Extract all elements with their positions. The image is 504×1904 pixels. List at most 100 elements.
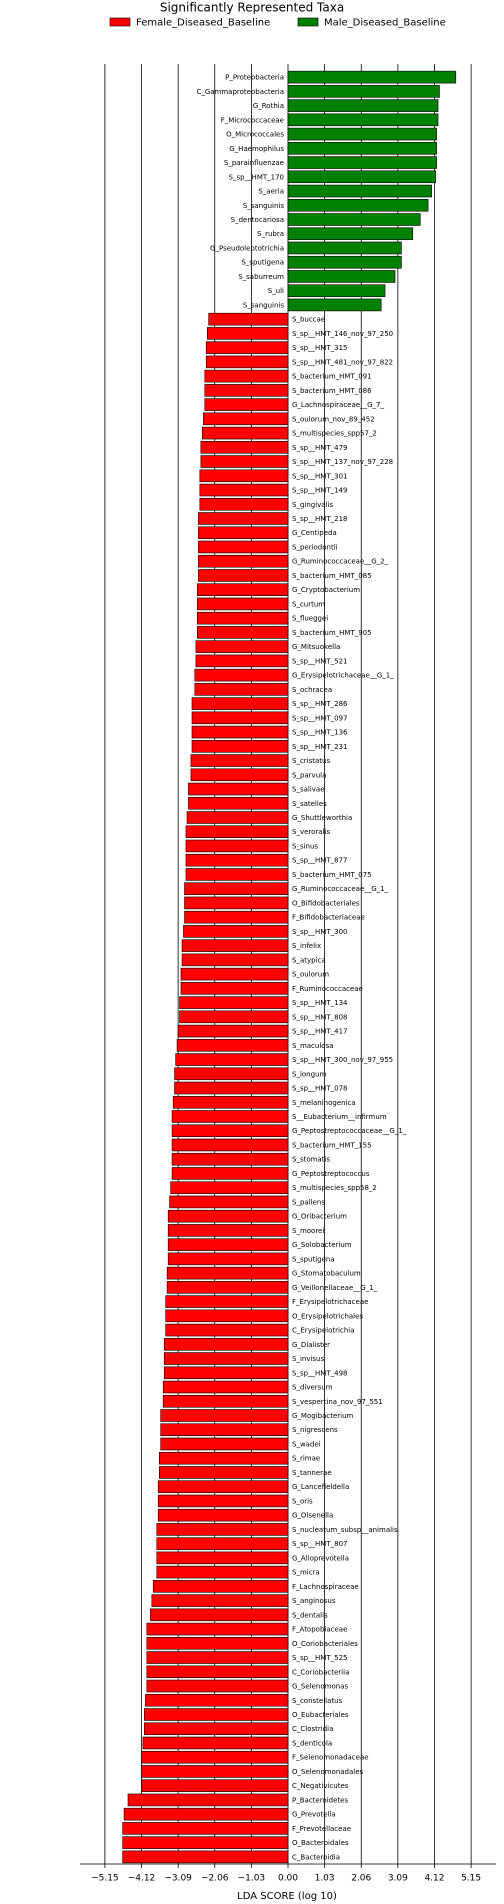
bar — [146, 1637, 289, 1650]
bar — [171, 1110, 289, 1123]
category-label: G_Shuttleworthia — [292, 814, 352, 822]
category-label: S_dentalis — [292, 1611, 328, 1619]
bar — [171, 1167, 289, 1180]
bar — [199, 483, 289, 497]
bar — [185, 839, 289, 853]
bar — [165, 1323, 289, 1337]
category-label: C_Coriobacteriia — [292, 1668, 349, 1676]
category-label: S_curtum — [292, 600, 325, 608]
category-label: S_maculosa — [292, 1042, 334, 1050]
category-label: F_Erysipelotrichaceae — [292, 1298, 368, 1306]
category-label: S_oulorum — [292, 971, 329, 979]
category-label: G_Haemophilus — [229, 145, 284, 153]
bar — [170, 1181, 289, 1194]
bar — [185, 868, 289, 881]
category-label: S_infelix — [292, 942, 321, 950]
bar — [146, 1665, 289, 1679]
bar — [141, 1750, 289, 1764]
category-label: S_sp__HMT_136 — [292, 729, 348, 737]
bar — [180, 967, 289, 981]
category-label: S_nucleatum_subsp__animalis — [292, 1526, 398, 1534]
category-label: G_Lachnospiraceae__G_7_ — [292, 401, 384, 409]
bar — [287, 113, 439, 127]
chart-title: Significantly Represented Taxa — [160, 1, 344, 15]
category-label: S_sputigena — [241, 259, 284, 267]
bar — [184, 882, 289, 895]
category-label: C_Erysipelotrichia — [292, 1327, 355, 1335]
category-label: C_Clostridia — [292, 1725, 333, 1733]
bar — [200, 441, 289, 454]
category-label: S_stomatis — [292, 1156, 330, 1164]
bar — [122, 1836, 289, 1849]
category-label: S_nigrescens — [292, 1426, 338, 1434]
bar — [163, 1338, 289, 1351]
category-label: S_constellatus — [292, 1697, 343, 1705]
category-label: G_Peptostreptococcaceae__G_1_ — [292, 1127, 407, 1135]
bar — [200, 455, 289, 468]
category-label: S_sp__HMT_521 — [292, 657, 347, 665]
category-label: S_moorei — [292, 1227, 324, 1235]
category-label: S_diversum — [292, 1384, 333, 1392]
category-label: G_Dialister — [292, 1341, 330, 1349]
category-label: G_Mogibacterium — [292, 1412, 354, 1420]
bar — [203, 412, 289, 426]
category-label: S_veroralis — [292, 828, 330, 836]
bar — [199, 497, 289, 511]
bar — [181, 953, 289, 967]
bar — [141, 1779, 289, 1792]
category-label: S_sp__HMT_479 — [292, 444, 347, 452]
category-label: P_Proteobacteria — [225, 74, 284, 82]
x-tick-label: 5.15 — [461, 1874, 481, 1884]
legend-label: Female_Diseased_Baseline — [136, 18, 270, 29]
category-label: S_sp__HMT_286 — [292, 700, 348, 708]
bar — [141, 1765, 289, 1778]
bar — [191, 711, 289, 725]
category-label: O_Bacteroidales — [292, 1839, 349, 1847]
category-label: S_longum — [292, 1070, 326, 1078]
bar — [198, 512, 289, 525]
bar — [167, 1238, 289, 1251]
bar — [185, 825, 289, 839]
category-label: S_wadei — [292, 1440, 321, 1448]
bar — [204, 369, 289, 383]
x-axis-label: LDA SCORE (log 10) — [237, 1891, 337, 1902]
category-label: G_Prevotella — [292, 1811, 336, 1819]
bar — [287, 156, 437, 169]
category-label: G_Solobacterium — [292, 1241, 352, 1249]
bar — [142, 1736, 289, 1750]
x-tick-label: 0.00 — [278, 1874, 298, 1884]
bar — [287, 127, 437, 141]
bar — [188, 782, 289, 796]
bar — [163, 1366, 289, 1380]
x-tick-label: −5.15 — [91, 1874, 119, 1884]
category-label: S_sp__HMT_525 — [292, 1654, 347, 1662]
bar — [174, 1067, 289, 1081]
bar — [163, 1352, 289, 1365]
bar — [205, 355, 289, 369]
category-label: S_sp__HMT_315 — [292, 344, 347, 352]
category-label: S_sp__HMT_097 — [292, 714, 347, 722]
bar — [190, 754, 289, 767]
bar — [174, 1081, 289, 1095]
category-label: S_sp__HMT_417 — [292, 1028, 347, 1036]
bar — [287, 70, 457, 84]
bar — [160, 1423, 289, 1437]
bar — [287, 241, 402, 255]
bar — [144, 1708, 289, 1721]
category-label: S_periodontii — [292, 543, 338, 551]
bar — [127, 1793, 289, 1807]
bar — [157, 1480, 289, 1493]
bar — [158, 1466, 289, 1479]
x-tick-label: 2.06 — [351, 1874, 371, 1884]
category-label: S_sp__HMT_807 — [292, 1540, 347, 1548]
category-label: G_Stomatobaculum — [292, 1270, 361, 1278]
category-label: S_bacterium_HMT_075 — [292, 871, 372, 879]
bar — [169, 1195, 289, 1209]
category-label: S_tannerae — [292, 1469, 332, 1477]
category-label: S_sanguinis — [243, 202, 285, 210]
bar — [197, 583, 289, 596]
category-label: G_Erysipelotrichaceae__G_1_ — [292, 672, 394, 680]
category-label: S_dentocariosa — [231, 216, 284, 224]
category-label: S_ochracea — [292, 686, 332, 694]
